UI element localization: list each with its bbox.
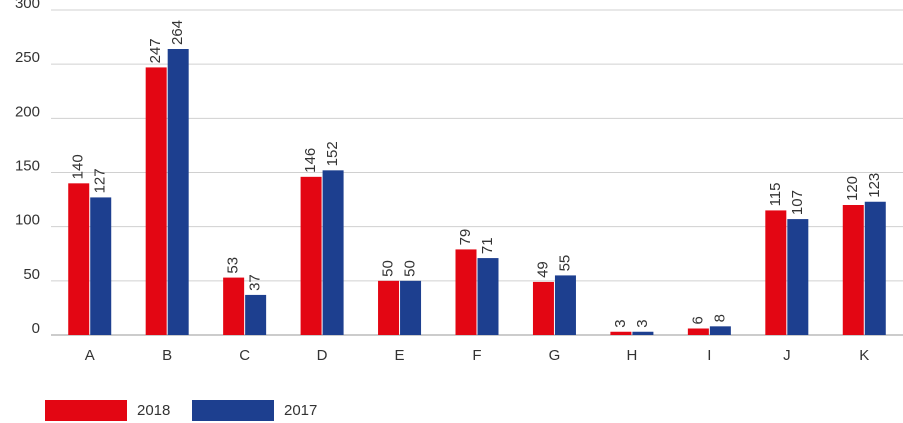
bar: [632, 331, 654, 335]
x-tick-label: G: [549, 347, 561, 364]
y-tick-label: 0: [32, 320, 40, 337]
y-tick-label: 150: [15, 157, 40, 174]
bar: [554, 275, 576, 335]
x-tick-label: A: [85, 347, 95, 364]
x-tick-label: I: [707, 347, 711, 364]
bar: [223, 277, 245, 335]
legend-swatch: [192, 400, 274, 421]
legend-swatch: [45, 400, 127, 421]
bar: [610, 331, 632, 335]
value-label: 71: [479, 237, 496, 254]
value-label: 146: [302, 148, 319, 173]
value-label: 123: [866, 173, 883, 198]
bar: [532, 281, 554, 335]
bar: [455, 249, 477, 335]
value-label: 6: [689, 316, 706, 324]
bar: [145, 67, 167, 336]
bar: [322, 170, 344, 335]
value-label: 50: [402, 260, 419, 277]
bar: [167, 49, 189, 335]
x-tick-label: K: [859, 347, 869, 364]
x-tick-label: D: [317, 347, 328, 364]
value-label: 50: [380, 260, 397, 277]
y-tick-label: 100: [15, 212, 40, 229]
bar: [709, 326, 731, 335]
bar: [245, 294, 267, 335]
x-tick-label: F: [472, 347, 481, 364]
bar: [400, 280, 422, 335]
bar: [765, 210, 787, 335]
x-tick-label: B: [162, 347, 172, 364]
value-label: 49: [534, 261, 551, 278]
value-label: 140: [70, 154, 87, 179]
x-tick-label: C: [239, 347, 250, 364]
value-label: 152: [324, 141, 341, 166]
value-label: 3: [634, 319, 651, 327]
value-label: 264: [169, 20, 186, 45]
value-label: 3: [612, 319, 629, 327]
bar: [864, 201, 886, 335]
value-label: 127: [92, 168, 109, 193]
legend-label: 2017: [284, 402, 317, 419]
value-label: 115: [767, 182, 784, 206]
bar: [687, 328, 709, 335]
bar: [787, 219, 809, 335]
value-label: 55: [556, 255, 573, 272]
y-tick-label: 300: [15, 0, 40, 12]
value-label: 37: [247, 274, 264, 291]
x-tick-label: E: [395, 347, 405, 364]
value-label: 53: [225, 257, 242, 274]
value-label: 107: [789, 190, 806, 215]
bar: [300, 176, 322, 335]
value-label: 120: [844, 176, 861, 201]
value-label: 247: [147, 38, 164, 63]
bar: [477, 258, 499, 335]
y-tick-label: 50: [23, 266, 40, 283]
bar: [842, 205, 864, 335]
value-label: 79: [457, 229, 474, 246]
bar: [90, 197, 112, 335]
y-tick-label: 200: [15, 103, 40, 120]
value-label: 8: [711, 314, 728, 322]
x-tick-label: J: [783, 347, 791, 364]
legend-label: 2018: [137, 402, 170, 419]
bar: [68, 183, 90, 335]
y-tick-label: 250: [15, 49, 40, 66]
x-tick-label: H: [626, 347, 637, 364]
bar: [378, 280, 400, 335]
